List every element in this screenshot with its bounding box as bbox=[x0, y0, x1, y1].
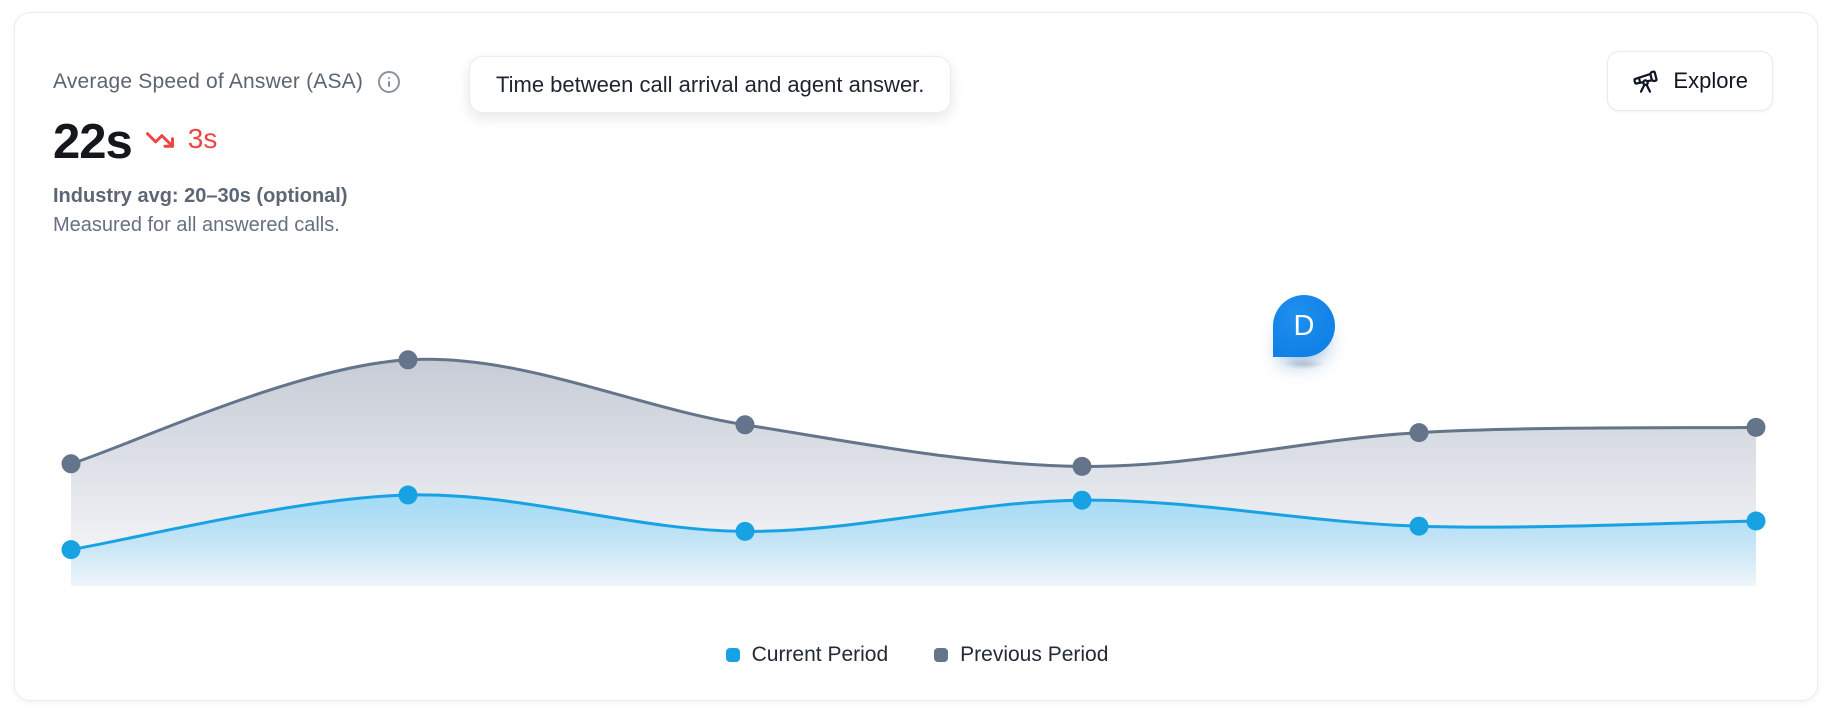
metric-value: 22s bbox=[53, 115, 133, 169]
current-period-point[interactable] bbox=[735, 521, 755, 541]
legend-swatch-current-period bbox=[725, 648, 740, 662]
legend-label-current-period: Current Period bbox=[751, 643, 889, 666]
current-period-point[interactable] bbox=[1409, 516, 1429, 536]
legend-item-current-period[interactable]: Current Period bbox=[725, 643, 889, 667]
collaborator-cursor-label: D bbox=[1293, 309, 1315, 342]
explore-button-label: Explore bbox=[1673, 68, 1748, 93]
asa-metric-card: Average Speed of Answer (ASA) Time betwe… bbox=[14, 12, 1818, 701]
previous-period-point[interactable] bbox=[1409, 423, 1429, 443]
tooltip-text: Time between call arrival and agent answ… bbox=[496, 71, 925, 97]
telescope-icon bbox=[1633, 70, 1659, 93]
previous-period-point[interactable] bbox=[61, 454, 81, 474]
current-period-line bbox=[69, 493, 1758, 552]
legend-swatch-previous-period bbox=[934, 648, 949, 662]
card-title: Average Speed of Answer (ASA) bbox=[53, 70, 364, 93]
current-period-area bbox=[71, 494, 1756, 586]
current-period-point[interactable] bbox=[1746, 511, 1766, 531]
previous-period-line bbox=[69, 357, 1758, 468]
metric-description: Measured for all answered calls. bbox=[53, 214, 340, 236]
current-period-point[interactable] bbox=[1072, 490, 1092, 510]
asa-chart[interactable] bbox=[15, 291, 1819, 611]
industry-avg-text: Industry avg: 20–30s (optional) bbox=[53, 185, 348, 207]
trending-down-icon bbox=[145, 132, 174, 148]
collaborator-cursor-d: D bbox=[1273, 295, 1335, 369]
legend-item-previous-period[interactable]: Previous Period bbox=[934, 643, 1108, 667]
previous-period-point[interactable] bbox=[398, 350, 418, 370]
previous-period-point[interactable] bbox=[1746, 417, 1766, 437]
legend-label-previous-period: Previous Period bbox=[960, 643, 1109, 666]
metric-delta: 3s bbox=[187, 123, 218, 154]
current-period-point[interactable] bbox=[398, 485, 418, 505]
metric-row: 22s 3s bbox=[53, 117, 217, 167]
current-period-point[interactable] bbox=[61, 540, 81, 560]
info-icon[interactable] bbox=[377, 70, 401, 94]
explore-button[interactable]: Explore bbox=[1607, 51, 1773, 111]
previous-period-point[interactable] bbox=[1072, 456, 1092, 476]
card-header: Average Speed of Answer (ASA) bbox=[53, 70, 401, 94]
previous-period-point[interactable] bbox=[735, 415, 755, 435]
chart-legend: Current Period Previous Period bbox=[15, 643, 1819, 667]
tooltip: Time between call arrival and agent answ… bbox=[469, 56, 952, 113]
area-chart-svg[interactable] bbox=[15, 291, 1819, 611]
